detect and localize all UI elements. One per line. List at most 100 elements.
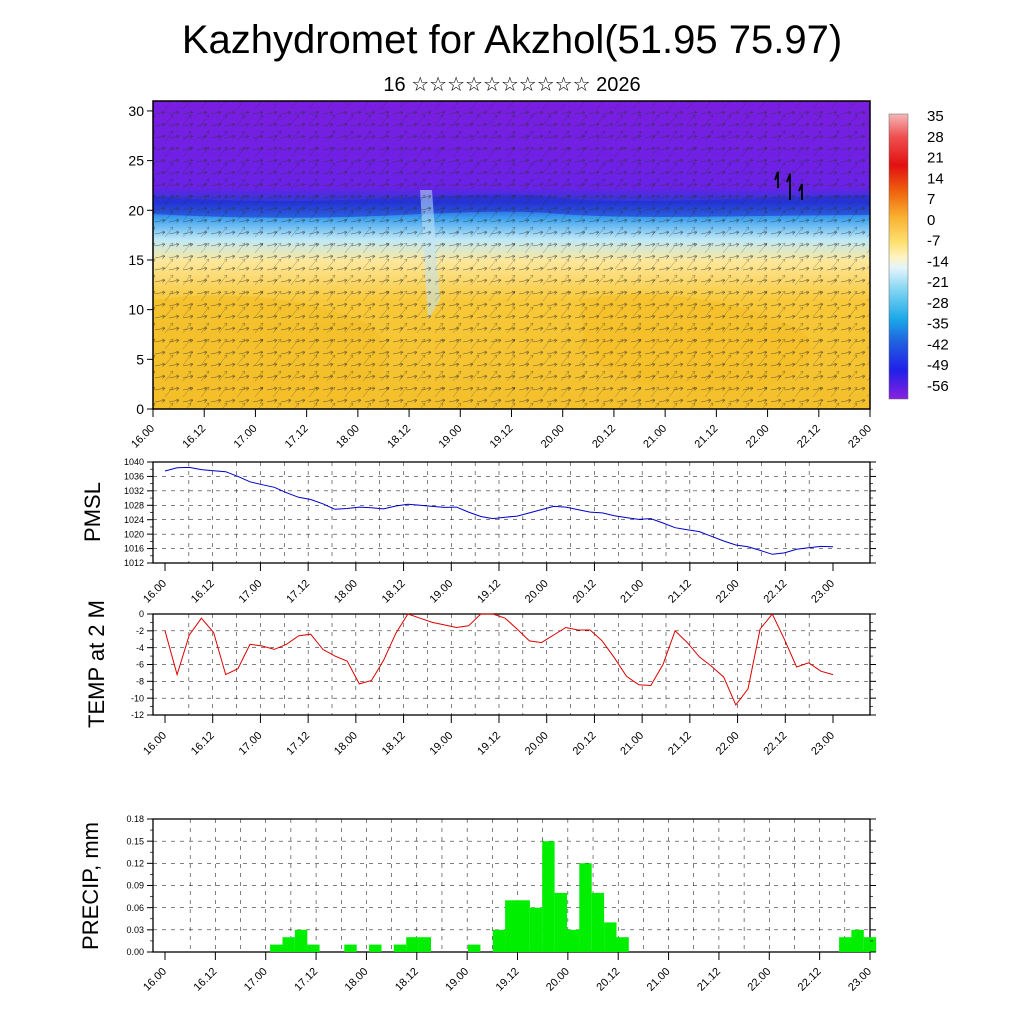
precip-x-label: 18.00 (343, 966, 371, 994)
precip-bars (270, 841, 877, 952)
colorbar-label: -28 (927, 295, 949, 312)
pmsl-line (164, 466, 834, 555)
pmsl-y-label: 1028 (124, 500, 144, 510)
pmsl-y-label: 1024 (124, 515, 144, 525)
precip-x-label: 20.12 (594, 966, 622, 994)
pmsl-x-label: 19.12 (475, 578, 503, 606)
temp-ylabel: TEMP at 2 M (84, 600, 109, 728)
precip-x-label: 20.00 (544, 966, 572, 994)
precip-bar (542, 841, 555, 952)
cross-section-x-label: 19.00 (436, 423, 464, 451)
temp-x-label: 19.12 (475, 730, 503, 758)
temp-x-label: 21.00 (618, 730, 646, 758)
pmsl-y-label: 1020 (124, 529, 144, 539)
pmsl-x-label: 16.00 (141, 578, 169, 606)
precip-bar (839, 937, 852, 952)
precip-bar (863, 937, 877, 952)
pmsl-x-label: 17.00 (237, 578, 265, 606)
colorbar-label: 28 (927, 129, 944, 146)
cross-section-x-label: 20.00 (539, 423, 567, 451)
wind-barbs (774, 171, 803, 200)
cross-section-y-axis: 0 5 10 15 20 25 30 (128, 103, 153, 417)
cross-section-x-label: 16.12 (180, 423, 208, 451)
precip-x-label: 17.12 (292, 966, 320, 994)
pmsl-x-label: 17.12 (284, 578, 312, 606)
precip-bar (468, 944, 481, 952)
cross-section-x-label: 19.12 (488, 423, 516, 451)
precip-x-axis: 16.00 16.12 17.00 17.12 18.00 18.12 19.00 19.12… (141, 952, 874, 994)
temp-y-label: -2 (136, 626, 144, 636)
pmsl-y-label: 1016 (124, 544, 144, 554)
colorbar-label: 35 (927, 108, 944, 125)
precip-x-label: 16.12 (192, 966, 220, 994)
precip-bar (579, 863, 592, 952)
cross-section-y-label: 25 (128, 153, 144, 169)
precip-x-label: 19.12 (494, 966, 522, 994)
precip-bar (616, 937, 629, 952)
temp-x-label: 17.00 (237, 730, 265, 758)
colorbar: 35 28 21 14 7 0 -7 -14 -21 -28 -35 -42 -49 -56 (888, 108, 949, 400)
temp-y-label: -8 (136, 676, 144, 686)
colorbar-label: 0 (927, 212, 935, 229)
precip-bar (369, 944, 382, 952)
temp-x-label: 23.00 (809, 730, 837, 758)
pmsl-x-label: 23.00 (809, 578, 837, 606)
colorbar-bar (888, 113, 909, 400)
pmsl-y-label: 1032 (124, 486, 144, 496)
cross-section-y-label: 20 (128, 202, 144, 218)
cross-section-x-label: 22.12 (795, 423, 823, 451)
temp-x-label: 21.12 (666, 730, 694, 758)
pmsl-y-label: 1012 (124, 558, 144, 568)
pmsl-x-label: 19.00 (427, 578, 455, 606)
pmsl-x-label: 22.00 (714, 578, 742, 606)
precip-x-label: 19.00 (443, 966, 471, 994)
precip-bar (492, 929, 506, 952)
cross-section-y-label: 10 (128, 302, 144, 318)
precip-bar (604, 922, 617, 952)
temp-x-label: 22.12 (761, 730, 789, 758)
precip-y-label: 0.09 (126, 881, 144, 891)
precip-bar (567, 929, 580, 952)
pmsl-x-label: 22.12 (761, 578, 789, 606)
colorbar-label: -35 (927, 316, 949, 333)
pmsl-x-label: 20.12 (571, 578, 599, 606)
temp-y-label: -6 (136, 660, 144, 670)
pmsl-x-label: 21.12 (666, 578, 694, 606)
wind-vectors-secondary (153, 101, 870, 409)
precip-x-label: 22.12 (796, 966, 824, 994)
precip-x-label: 23.00 (846, 966, 874, 994)
pmsl-x-label: 21.00 (618, 578, 646, 606)
pmsl-x-axis: 16.00 16.12 17.00 17.12 18.00 18.12 19.00 19.12… (141, 563, 837, 606)
pmsl-panel: 1012 1016 1020 1024 1028 1032 1036 1040 16.00 16… (80, 457, 876, 606)
temp-y-label: 0 (139, 609, 144, 619)
cross-section-x-label: 21.12 (693, 423, 721, 451)
precip-bar (517, 900, 530, 952)
pmsl-x-label: 18.00 (332, 578, 360, 606)
precip-bar (393, 944, 407, 952)
cross-section-x-label: 20.12 (590, 423, 618, 451)
precip-bar (505, 900, 518, 952)
colorbar-labels: 35 28 21 14 7 0 -7 -14 -21 -28 -35 -42 -49 -56 (927, 108, 949, 395)
cross-section-x-label: 17.00 (232, 423, 260, 451)
precip-bar (270, 944, 283, 952)
temp-x-label: 18.00 (332, 730, 360, 758)
pmsl-y-label: 1040 (124, 457, 144, 467)
pmsl-x-label: 20.00 (523, 578, 551, 606)
pmsl-x-label: 16.12 (189, 578, 217, 606)
precip-bar (294, 929, 308, 952)
colorbar-label: 14 (927, 170, 944, 187)
temp-panel: -12 -10 -8 -6 -4 -2 0 16.00 16.12 17.00 17.12 18.0… (84, 600, 876, 758)
colorbar-label: -42 (927, 336, 949, 353)
colorbar-label: -21 (927, 274, 949, 291)
temp-y-axis: -12 -10 -8 -6 -4 -2 0 (131, 609, 876, 720)
precip-bar (851, 929, 864, 952)
cross-section-x-label: 17.12 (283, 423, 311, 451)
precip-bar (282, 937, 295, 952)
pmsl-y-label: 1036 (124, 472, 144, 482)
precip-x-label: 21.12 (695, 966, 723, 994)
temp-x-label: 18.12 (380, 730, 408, 758)
cross-section-x-axis: 16.00 16.12 17.00 17.12 18.00 18.12 19.00 19.12… (129, 409, 874, 451)
precip-y-label: 0.06 (126, 903, 144, 913)
cross-section-x-label: 23.00 (846, 423, 874, 451)
